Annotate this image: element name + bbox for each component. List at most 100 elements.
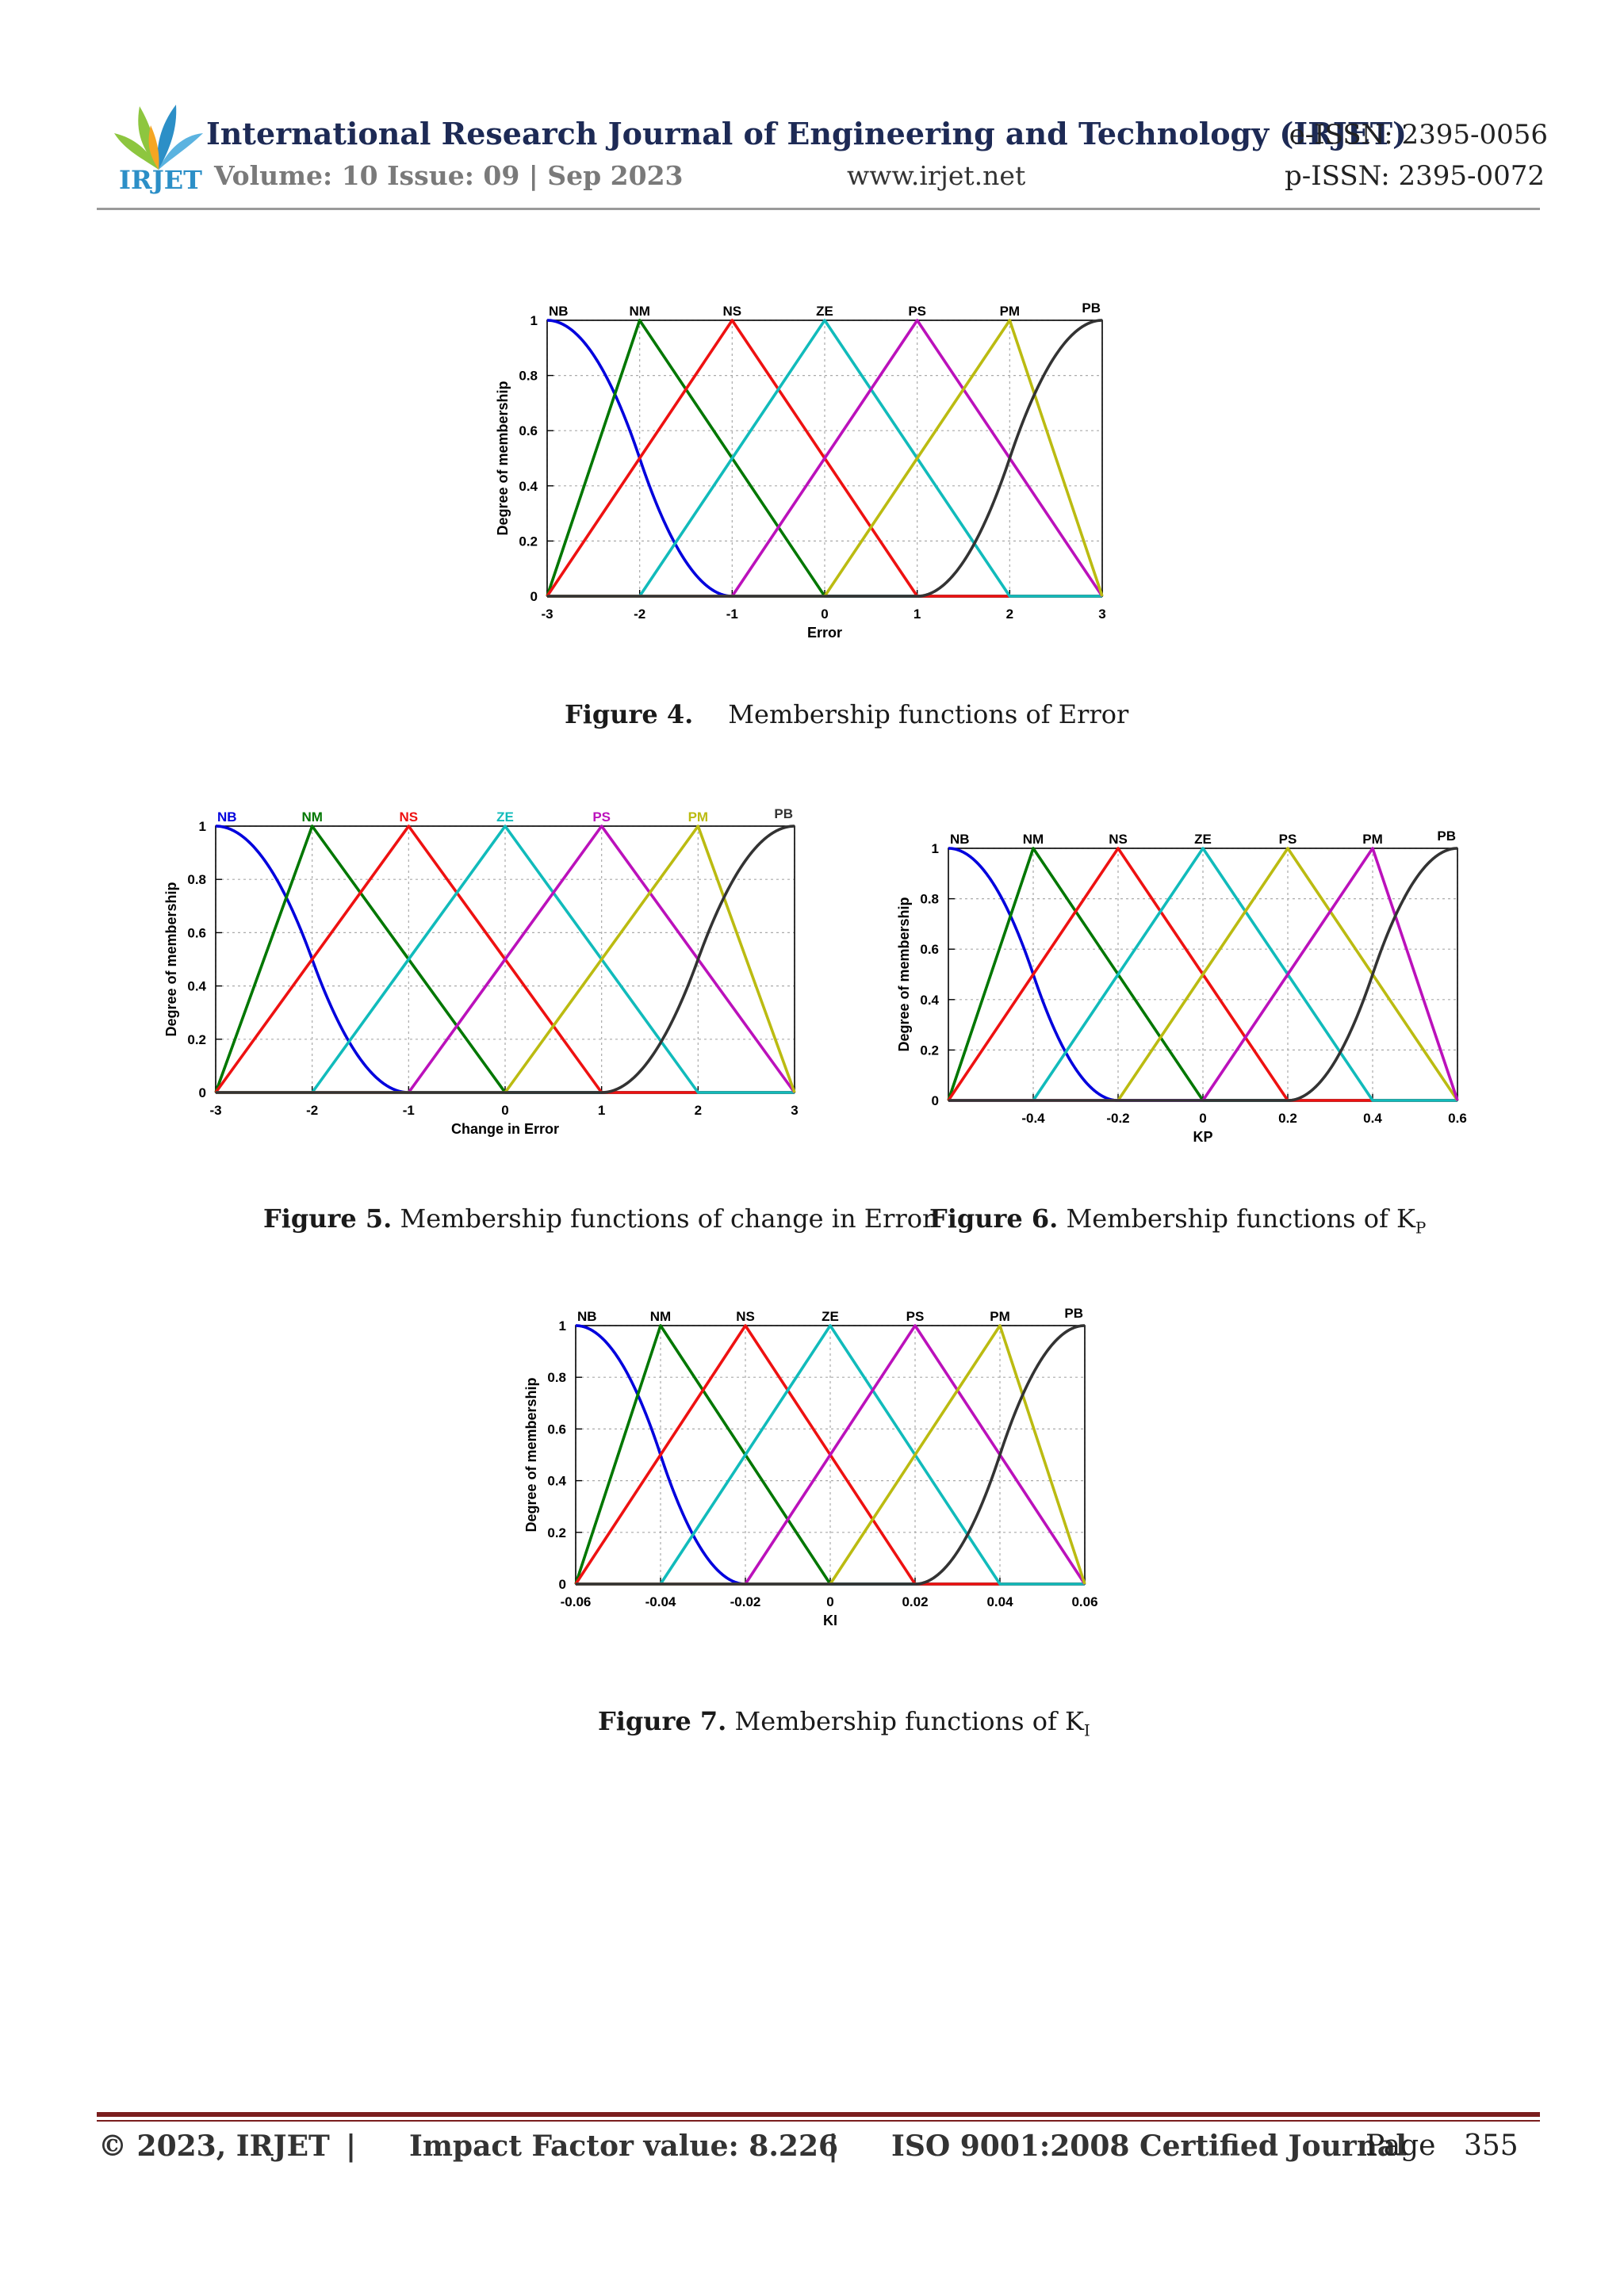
figure-6-caption: Figure 6. Membership functions of KP	[929, 1203, 1426, 1237]
series-line-pb	[575, 1324, 1086, 1586]
series-label-pm: PM	[990, 1309, 1010, 1324]
x-tick-label: -0.4	[1021, 1111, 1045, 1126]
y-tick-label: 1	[559, 1318, 566, 1334]
footer-divider-thick	[97, 2112, 1540, 2117]
footer-separator-2: |	[828, 2130, 839, 2163]
figure-7-caption: Figure 7. Membership functions of KI	[598, 1706, 1090, 1739]
y-tick-label: 0.2	[920, 1043, 939, 1058]
x-tick-label: 0	[826, 1594, 833, 1609]
y-tick-label: 0.8	[519, 369, 538, 384]
y-axis-label: Degree of membership	[523, 1377, 539, 1532]
x-tick-label: -2	[634, 607, 645, 622]
series-label-nb: NB	[950, 832, 970, 847]
figure-6-chart: -0.4 -0.2 0 0.2 0.4 0.6 0 0.2 0.4 0.6 0.8 1 KP Degree…	[896, 828, 1467, 1145]
series-label-ps: PS	[908, 304, 926, 319]
series-line-pb	[546, 319, 1103, 598]
y-tick-label: 0.6	[920, 942, 939, 957]
y-tick-label: 0.6	[187, 925, 206, 940]
figure-4-chart: -3 -2 -1 0 1 2 3 0 0.2 0.4 0.6 0.8 1 Error Degree of m…	[495, 300, 1106, 641]
x-tick-label: -0.2	[1106, 1111, 1129, 1126]
x-tick-label: -1	[726, 607, 738, 622]
x-tick-label: -2	[306, 1103, 318, 1118]
series-label-ns: NS	[400, 809, 419, 825]
series-label-ze: ZE	[496, 809, 514, 825]
y-tick-label: 0.4	[547, 1474, 566, 1489]
series-label-ze: ZE	[822, 1309, 839, 1324]
y-tick-label: 0.4	[187, 979, 206, 994]
figure-6-label: Figure 6.	[929, 1203, 1059, 1234]
y-tick-label: 0.8	[547, 1370, 566, 1385]
figure-4-text: Membership functions of Error	[728, 699, 1129, 729]
x-tick-label: 2	[1006, 607, 1013, 622]
volume-issue: Volume: 10 Issue: 09 | Sep 2023	[214, 160, 684, 191]
figure-7-chart: -0.06 -0.04 -0.02 0 0.02 0.04 0.06 0 0.2 0.4 0.6 0.…	[523, 1306, 1098, 1628]
footer-copyright: © 2023, IRJET	[98, 2130, 330, 2163]
x-tick-label: 0.4	[1363, 1111, 1382, 1126]
series-label-ze: ZE	[1194, 832, 1212, 847]
y-tick-label: 1	[530, 313, 538, 328]
footer-impact-factor: Impact Factor value: 8.226	[409, 2130, 839, 2163]
y-tick-label: 0.8	[920, 892, 939, 907]
figure-5-chart: -3 -2 -1 0 1 2 3 0 0.2 0.4 0.6 0.8 1 Change in Error D…	[163, 806, 799, 1137]
series-label-ps: PS	[906, 1309, 925, 1324]
x-tick-label: 2	[695, 1103, 702, 1118]
journal-title: International Research Journal of Engine…	[206, 116, 1407, 151]
y-tick-label: 1	[932, 841, 939, 856]
x-tick-label: 0	[501, 1103, 508, 1118]
series-label-nb: NB	[549, 304, 569, 319]
series-label-nm: NM	[301, 809, 322, 825]
y-tick-label: 0.6	[547, 1422, 566, 1437]
irjet-logo	[111, 101, 206, 197]
figure-4-label: Figure 4.	[565, 699, 694, 729]
figure-7-text: Membership functions of K	[734, 1706, 1084, 1736]
series-label-pb: PB	[1082, 300, 1101, 316]
y-tick-label: 0.6	[519, 423, 538, 438]
y-tick-label: 0.4	[920, 993, 939, 1008]
footer-iso: ISO 9001:2008 Certified Journal	[891, 2130, 1407, 2163]
x-tick-label: -3	[209, 1103, 221, 1118]
series-line-pb	[948, 847, 1458, 1102]
y-tick-label: 0.2	[519, 534, 538, 549]
y-tick-label: 0.2	[187, 1032, 206, 1047]
series-label-nm: NM	[629, 304, 649, 319]
y-tick-label: 0.4	[519, 479, 538, 494]
p-issn: p-ISSN: 2395-0072	[1284, 160, 1545, 192]
x-axis-label: Change in Error	[451, 1121, 559, 1137]
x-axis-label: Error	[807, 625, 842, 641]
x-axis-label: KI	[823, 1613, 837, 1628]
x-axis-label: KP	[1193, 1129, 1212, 1145]
leaf-logo-icon	[114, 105, 203, 170]
series-label-ps: PS	[592, 809, 611, 825]
series-label-ze: ZE	[816, 304, 833, 319]
series-label-pb: PB	[1437, 828, 1456, 844]
series-label-pb: PB	[774, 806, 793, 821]
x-tick-label: -1	[403, 1103, 415, 1118]
x-tick-label: 0.06	[1071, 1594, 1097, 1609]
figure-4-caption: Figure 4. Membership functions of Error	[565, 699, 1128, 729]
series-label-nm: NM	[650, 1309, 671, 1324]
series-label-pm: PM	[688, 809, 709, 825]
series-label-ns: NS	[736, 1309, 755, 1324]
website-link[interactable]: www.irjet.net	[847, 160, 1026, 191]
series-label-nm: NM	[1023, 832, 1044, 847]
series-line-ps	[948, 847, 1459, 1102]
x-tick-label: 1	[914, 607, 921, 622]
x-tick-label: 0.6	[1448, 1111, 1467, 1126]
x-tick-label: 0.02	[902, 1594, 928, 1609]
footer-separator-1: |	[346, 2130, 357, 2163]
series-label-ns: NS	[723, 304, 742, 319]
x-tick-label: 3	[1098, 607, 1105, 622]
figure-5-caption: Figure 5. Membership functions of change…	[263, 1203, 934, 1234]
figure-6-text: Membership functions of K	[1066, 1203, 1415, 1234]
header-divider	[97, 208, 1540, 210]
x-tick-label: -0.02	[730, 1594, 761, 1609]
y-tick-label: 0	[199, 1085, 206, 1100]
x-tick-label: -0.06	[561, 1594, 592, 1609]
y-axis-label: Degree of membership	[495, 381, 511, 535]
series-label-nb: NB	[577, 1309, 597, 1324]
series-label-ns: NS	[1109, 832, 1128, 847]
x-tick-label: -0.04	[645, 1594, 676, 1609]
figure-5-label: Figure 5.	[263, 1203, 393, 1234]
figure-5-text: Membership functions of change in Error	[400, 1203, 935, 1234]
x-tick-label: 0	[1199, 1111, 1206, 1126]
